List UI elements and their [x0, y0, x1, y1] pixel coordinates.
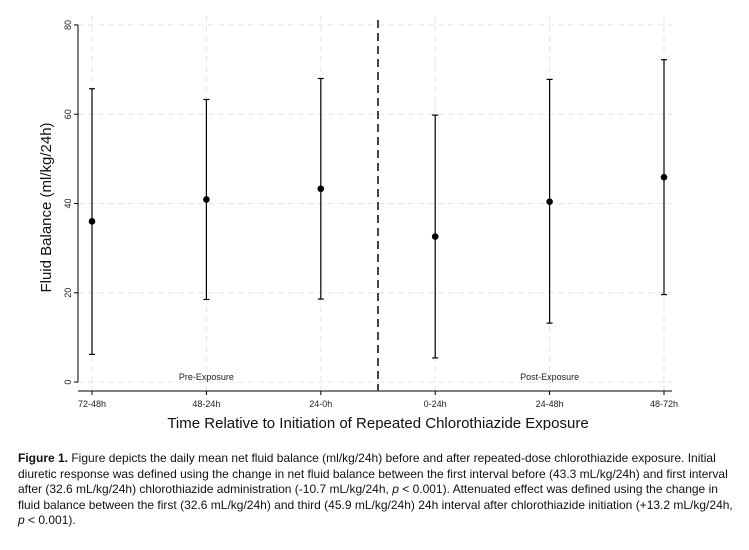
caption-text-2: < 0.001). Attenuated effect was defined … [18, 482, 733, 512]
y-tick-label: 20 [63, 288, 73, 298]
error-bar-group-24-48h [546, 78, 553, 324]
x-tick-label: 24-48h [536, 399, 564, 409]
data-point [203, 196, 210, 203]
x-tick-label: 48-24h [192, 399, 220, 409]
fluid-balance-chart: 0 20 40 60 80 72-48h 48-24h 24-0h 0-24h 24-48h 48-… [38, 16, 678, 430]
error-bar-group-24-0h [317, 77, 325, 300]
x-tick-label: 48-72h [650, 399, 678, 409]
region-annotation: Pre-Exposure [179, 372, 234, 382]
region-annotation: Post-Exposure [520, 372, 579, 382]
y-tick-label: 40 [63, 198, 73, 208]
error-bar-group-48-72h [660, 59, 668, 296]
caption-text-1: Figure depicts the daily mean net fluid … [18, 451, 728, 496]
axes [74, 24, 672, 395]
x-tick-label: 72-48h [78, 399, 106, 409]
y-tick-label: 0 [63, 380, 73, 385]
y-axis-title: Fluid Balance (ml/kg/24h) [38, 122, 55, 292]
caption-p-1: p [392, 482, 399, 496]
data-marks [88, 59, 668, 359]
caption-p-2: p [18, 513, 25, 527]
error-bar-group-72-48h [88, 88, 96, 355]
data-point [317, 185, 325, 193]
caption-label: Figure 1. [18, 451, 69, 465]
error-bar-group-48-24h [203, 98, 210, 301]
x-axis-title: Time Relative to Initiation of Repeated … [167, 415, 588, 430]
caption-text-3: < 0.001). [24, 513, 76, 527]
data-point [660, 173, 668, 181]
gridlines [78, 16, 672, 391]
x-tick-label: 24-0h [309, 399, 332, 409]
data-point [431, 233, 439, 240]
chart-text: 0 20 40 60 80 72-48h 48-24h 24-0h 0-24h 24-48h 48-… [38, 20, 678, 430]
data-point [88, 218, 96, 225]
data-point [546, 198, 553, 206]
y-tick-label: 80 [63, 20, 73, 30]
x-tick-label: 0-24h [424, 399, 447, 409]
y-tick-label: 60 [63, 109, 73, 119]
error-bar-group-0-24h [431, 114, 439, 359]
figure-caption: Figure 1. Figure depicts the daily mean … [18, 451, 740, 529]
